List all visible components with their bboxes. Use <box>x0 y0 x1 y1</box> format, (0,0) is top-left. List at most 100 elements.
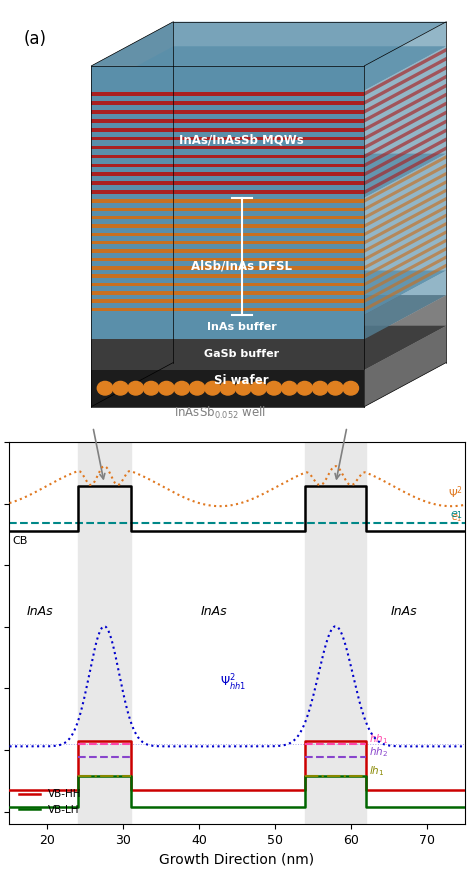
Text: $lh_1$: $lh_1$ <box>369 764 384 778</box>
Polygon shape <box>91 326 447 369</box>
Polygon shape <box>91 249 365 253</box>
Polygon shape <box>91 275 365 278</box>
Polygon shape <box>91 46 447 90</box>
Polygon shape <box>91 110 365 113</box>
Polygon shape <box>365 66 447 113</box>
Polygon shape <box>91 241 365 245</box>
Text: $e_1$: $e_1$ <box>451 512 463 525</box>
Polygon shape <box>91 307 365 311</box>
Text: GaSb buffer: GaSb buffer <box>204 349 279 360</box>
Circle shape <box>343 381 358 395</box>
Circle shape <box>236 381 251 395</box>
Text: $hh_1$: $hh_1$ <box>369 732 388 746</box>
Polygon shape <box>365 163 447 211</box>
Polygon shape <box>365 146 447 194</box>
Polygon shape <box>365 92 447 141</box>
Bar <box>78 442 131 824</box>
Circle shape <box>113 381 128 395</box>
Polygon shape <box>91 266 365 269</box>
Polygon shape <box>91 128 365 131</box>
Polygon shape <box>365 189 447 237</box>
Polygon shape <box>91 66 365 90</box>
Polygon shape <box>91 101 365 105</box>
Legend: VB-HH, VB-LH: VB-HH, VB-LH <box>15 785 86 819</box>
Text: (a): (a) <box>23 30 46 48</box>
Polygon shape <box>365 270 447 339</box>
Polygon shape <box>91 339 365 369</box>
Polygon shape <box>365 83 447 131</box>
Polygon shape <box>91 270 447 315</box>
Text: Si wafer: Si wafer <box>214 374 269 386</box>
Polygon shape <box>91 173 365 176</box>
Polygon shape <box>365 222 447 269</box>
Circle shape <box>266 381 282 395</box>
Text: InAsSb$_{0.052}$ well: InAsSb$_{0.052}$ well <box>174 405 266 421</box>
Circle shape <box>312 381 328 395</box>
Polygon shape <box>91 369 365 407</box>
Polygon shape <box>91 224 365 228</box>
Polygon shape <box>91 92 365 96</box>
Text: $hh_2$: $hh_2$ <box>369 746 388 759</box>
Polygon shape <box>91 22 447 66</box>
Circle shape <box>128 381 144 395</box>
Polygon shape <box>365 128 447 176</box>
Circle shape <box>251 381 266 395</box>
Polygon shape <box>365 230 447 278</box>
Circle shape <box>190 381 205 395</box>
Polygon shape <box>365 172 447 220</box>
Text: $\Psi^2_{hh1}$: $\Psi^2_{hh1}$ <box>220 673 246 694</box>
Polygon shape <box>365 74 447 122</box>
Text: AlSb/InAs DFSL: AlSb/InAs DFSL <box>191 260 292 273</box>
Polygon shape <box>91 283 365 286</box>
Circle shape <box>97 381 113 395</box>
Bar <box>305 442 366 824</box>
Text: InAs/InAsSb MQWs: InAs/InAsSb MQWs <box>179 134 304 146</box>
Polygon shape <box>91 145 365 150</box>
Polygon shape <box>91 207 365 211</box>
Polygon shape <box>91 291 365 294</box>
Circle shape <box>282 381 297 395</box>
Text: CB: CB <box>12 536 28 547</box>
Text: InAs: InAs <box>201 604 228 618</box>
Polygon shape <box>365 255 447 303</box>
Polygon shape <box>365 22 447 90</box>
Polygon shape <box>365 214 447 261</box>
Polygon shape <box>91 199 365 203</box>
Polygon shape <box>365 180 447 228</box>
Polygon shape <box>365 197 447 245</box>
Polygon shape <box>365 264 447 311</box>
Polygon shape <box>91 233 365 237</box>
Polygon shape <box>365 155 447 203</box>
Text: $e_1$: $e_1$ <box>450 509 463 521</box>
Polygon shape <box>91 153 447 198</box>
Polygon shape <box>365 153 447 315</box>
Polygon shape <box>91 164 365 167</box>
Polygon shape <box>365 102 447 150</box>
Polygon shape <box>91 299 365 303</box>
Circle shape <box>328 381 343 395</box>
Polygon shape <box>365 295 447 369</box>
Circle shape <box>297 381 312 395</box>
X-axis label: Growth Direction (nm): Growth Direction (nm) <box>159 852 315 867</box>
Polygon shape <box>365 137 447 185</box>
Polygon shape <box>91 198 365 315</box>
Polygon shape <box>365 46 447 198</box>
Circle shape <box>220 381 236 395</box>
Text: InAs: InAs <box>391 604 417 618</box>
Text: InAs: InAs <box>27 604 53 618</box>
Circle shape <box>143 381 159 395</box>
Circle shape <box>174 381 190 395</box>
Polygon shape <box>91 182 365 185</box>
Polygon shape <box>91 216 365 220</box>
Polygon shape <box>365 326 447 407</box>
Polygon shape <box>365 57 447 105</box>
Polygon shape <box>365 206 447 253</box>
Polygon shape <box>365 247 447 294</box>
Text: $\Psi^2$: $\Psi^2$ <box>448 485 463 501</box>
Circle shape <box>159 381 174 395</box>
Polygon shape <box>91 22 173 407</box>
Polygon shape <box>365 238 447 286</box>
Polygon shape <box>91 154 365 159</box>
Polygon shape <box>91 295 447 339</box>
Polygon shape <box>365 48 447 96</box>
